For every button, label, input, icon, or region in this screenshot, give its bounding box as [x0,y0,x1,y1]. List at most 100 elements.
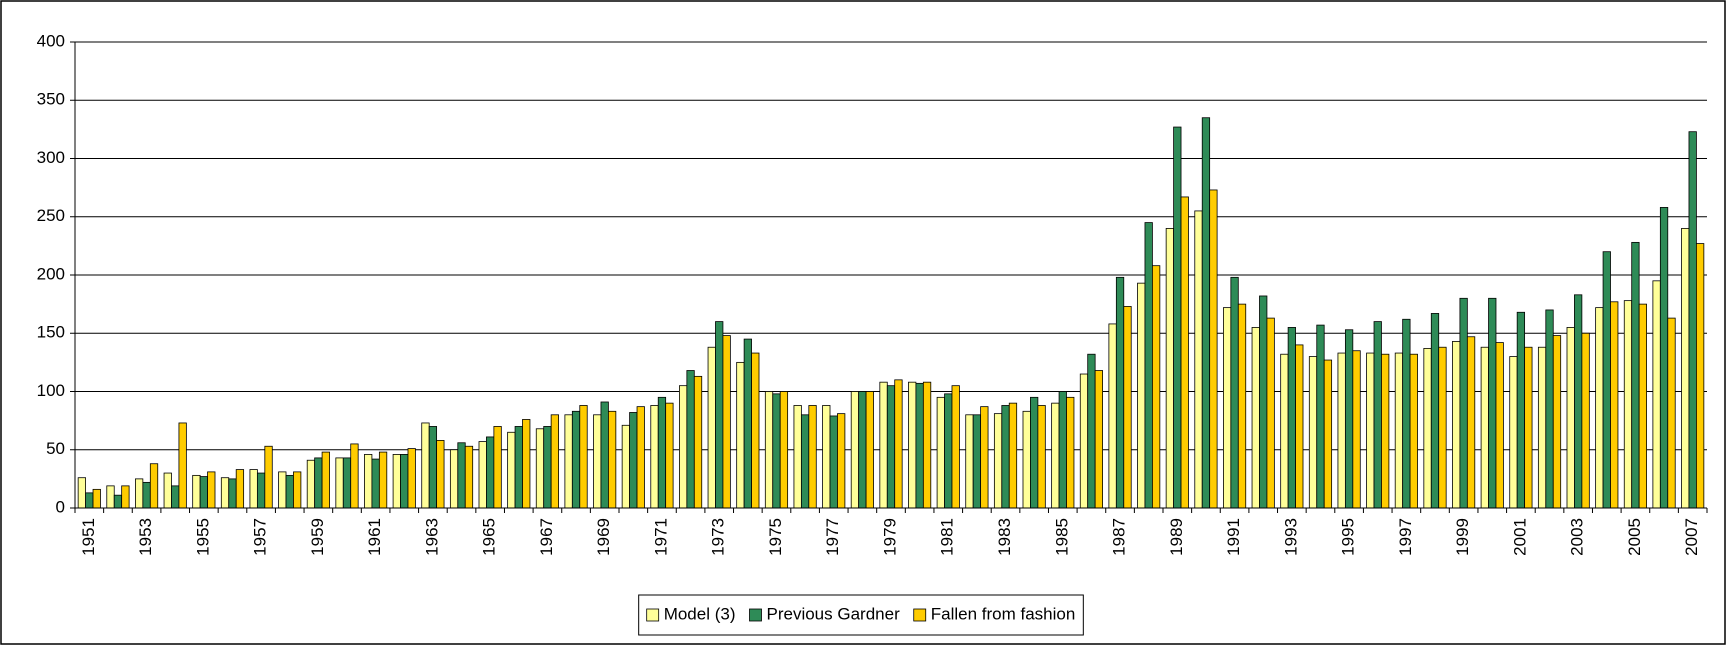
bar [77,477,86,509]
bar [192,474,201,509]
bar [1266,317,1275,509]
bar [1287,327,1296,509]
bar [507,431,516,509]
x-tick-label: 1953 [136,518,155,556]
bar [449,449,459,509]
bar [1037,405,1046,509]
bar [207,471,216,509]
bar [392,454,401,509]
x-tick-label: 1997 [1396,518,1415,556]
bar [220,477,230,509]
bar [478,441,487,509]
bar [1394,352,1404,509]
bar [1610,301,1619,509]
bar [522,419,531,509]
bar [908,381,917,509]
bar [1259,295,1268,509]
bar [550,414,559,509]
y-tick-label: 0 [56,497,65,516]
bar [228,478,237,509]
bar [543,426,552,509]
y-tick-label: 250 [37,206,65,225]
legend: Model (3) Previous Gardner Fallen from fas… [638,594,1084,636]
bar [1066,396,1075,509]
bar [371,458,380,509]
bar [579,405,588,509]
bar [1652,280,1661,509]
bar [621,424,630,509]
bar [1201,117,1211,509]
bar [256,472,266,509]
x-tick-label: 1959 [308,518,327,556]
bar [1022,410,1031,509]
bar [1659,207,1669,509]
x-tick-label: 1979 [880,518,899,556]
bar [264,445,273,509]
bar [278,471,287,509]
bar [829,415,838,509]
bar [106,485,115,509]
bar [314,457,323,509]
bar [235,469,245,509]
bar [1516,311,1526,509]
y-tick-label: 200 [37,264,65,283]
bar [1488,297,1497,509]
x-tick-label: 1999 [1453,518,1472,556]
bar [493,426,502,509]
bar [178,422,187,509]
bar [1108,323,1117,509]
bar [879,381,888,509]
bar [736,361,745,509]
bar [743,338,752,509]
bar [1459,297,1468,509]
bar [1194,210,1203,509]
bar [350,443,359,509]
legend-label: Fallen from fashion [931,604,1076,623]
bar [135,478,144,509]
bar [1667,317,1676,509]
bar [1452,341,1461,509]
bar [1373,321,1382,509]
bar [894,379,903,509]
bar [1344,329,1354,509]
x-tick-label: 2003 [1568,518,1587,556]
bar [972,414,982,509]
x-tick-label: 1969 [594,518,613,556]
bar [722,335,731,509]
bar [378,451,388,509]
bar [1295,344,1304,509]
bar [1552,335,1562,509]
bar [922,381,932,509]
bar [321,451,330,509]
bar [1051,402,1060,509]
bar [436,440,445,509]
bar [335,457,344,509]
bar [1423,347,1432,509]
y-tick-label: 150 [37,323,65,342]
bar [1381,353,1390,509]
bar [1696,243,1705,509]
bar [1137,282,1146,509]
y-tick-label: 400 [37,31,65,50]
bar [1165,227,1174,509]
bar [636,406,645,509]
x-tick-label: 1995 [1339,518,1358,556]
bar [142,481,151,509]
bar [1402,318,1411,509]
bar [1545,309,1554,509]
bar [679,385,688,509]
bar [800,414,810,509]
x-tick-label: 2007 [1682,518,1701,556]
y-tick-label: 300 [37,148,65,167]
bar [1280,353,1289,509]
x-tick-label: 1993 [1281,518,1300,556]
bar [400,454,409,509]
bar [764,391,774,509]
legend-swatch [646,608,660,622]
bar [1480,346,1489,509]
bar [1152,265,1161,509]
bar [1308,356,1318,509]
x-tick-label: 1965 [480,518,499,556]
x-tick-label: 1985 [1052,518,1071,556]
